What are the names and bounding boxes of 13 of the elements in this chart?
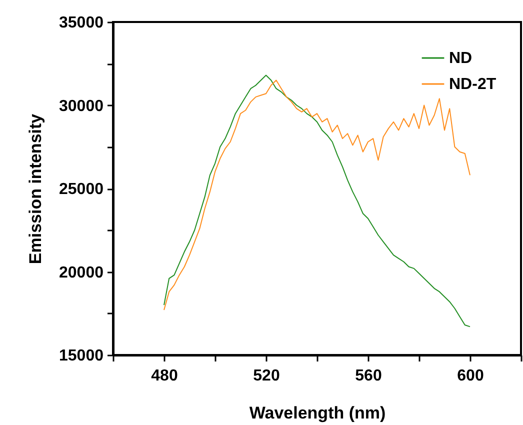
legend-label: ND xyxy=(449,50,472,67)
x-tick-label: 600 xyxy=(457,368,484,384)
x-axis-title: Wavelength (nm) xyxy=(249,404,386,422)
x-tick-label: 560 xyxy=(355,368,382,384)
y-axis-title: Emission intensity xyxy=(26,113,46,264)
y-tick-label: 15000 xyxy=(59,348,104,364)
legend-label: ND-2T xyxy=(449,76,496,93)
y-tick-label: 20000 xyxy=(59,264,104,282)
y-tick-label: 25000 xyxy=(59,181,104,198)
y-tick-label: 35000 xyxy=(59,14,104,32)
x-tick-label: 520 xyxy=(253,368,280,384)
x-tick-label: 480 xyxy=(151,368,178,384)
y-tick-label: 30000 xyxy=(59,98,104,115)
